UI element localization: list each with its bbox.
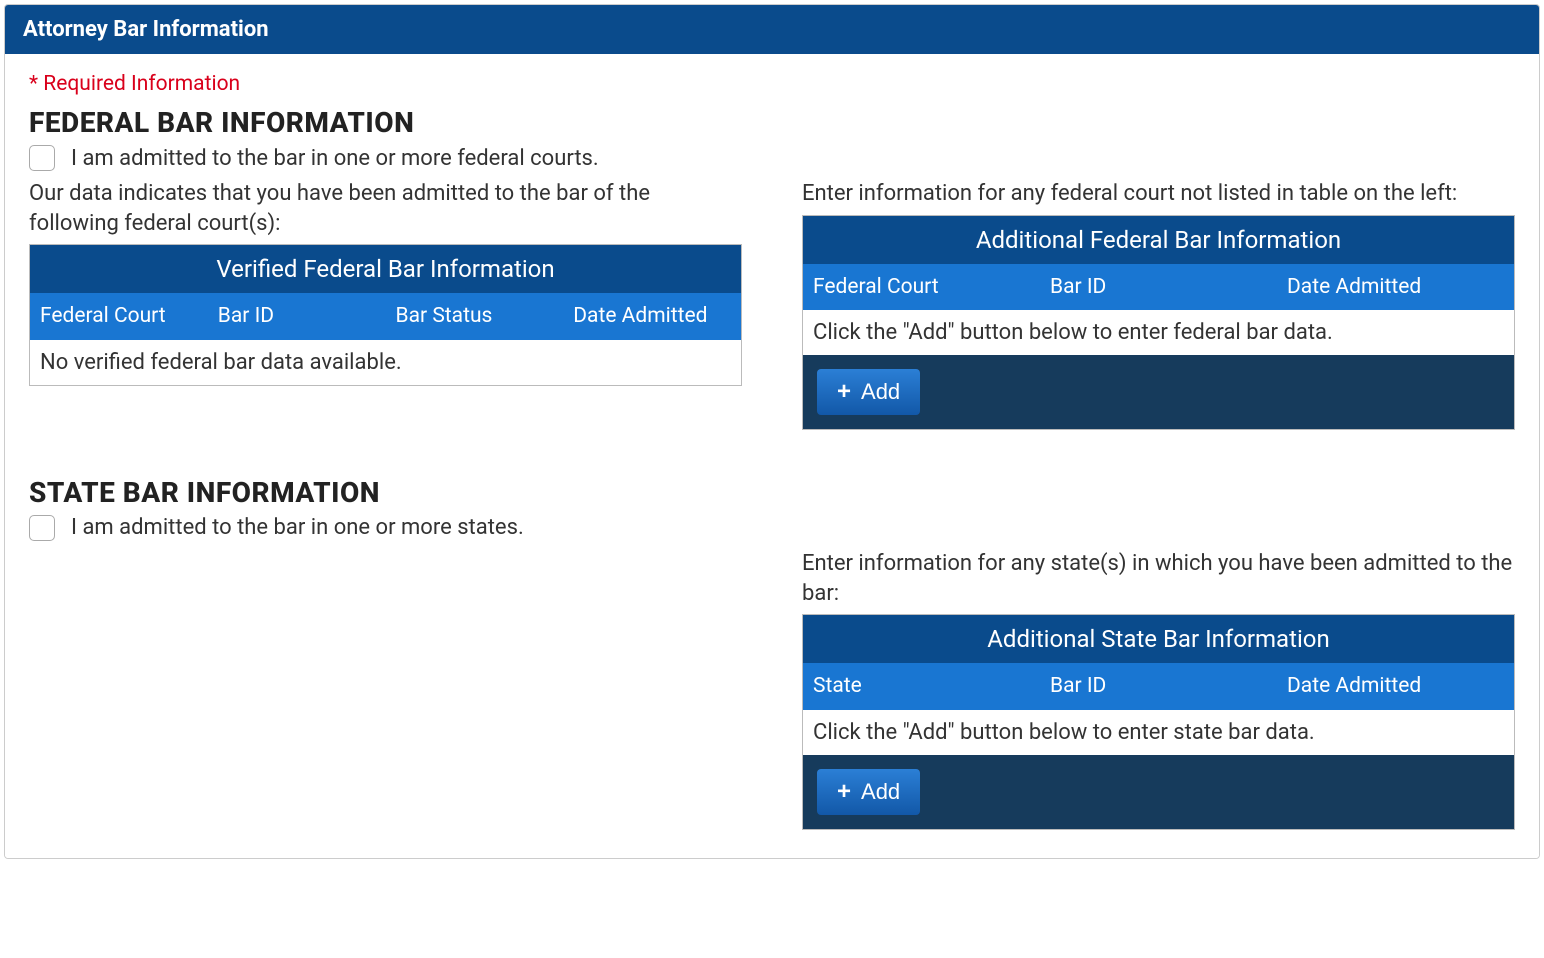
additional-federal-empty: Click the "Add" button below to enter fe… <box>803 310 1514 355</box>
additional-federal-footer: + Add <box>803 355 1514 429</box>
add-federal-label: Add <box>861 379 900 405</box>
state-admitted-checkbox[interactable] <box>29 515 55 541</box>
federal-section-title: FEDERAL BAR INFORMATION <box>29 106 1515 139</box>
federal-columns: Our data indicates that you have been ad… <box>29 179 1515 430</box>
col-header: Date Admitted <box>1277 663 1514 709</box>
federal-left-col: Our data indicates that you have been ad… <box>29 179 742 386</box>
additional-state-footer: + Add <box>803 755 1514 829</box>
panel-title: Attorney Bar Information <box>5 5 1539 54</box>
col-header: Bar Status <box>386 293 564 339</box>
add-federal-button[interactable]: + Add <box>817 369 920 415</box>
additional-federal-table: Additional Federal Bar Information Feder… <box>802 215 1515 430</box>
col-header: Federal Court <box>803 264 1040 310</box>
verified-federal-table: Verified Federal Bar Information Federal… <box>29 244 742 385</box>
additional-state-table-headers: State Bar ID Date Admitted <box>803 663 1514 709</box>
additional-federal-table-title: Additional Federal Bar Information <box>803 216 1514 264</box>
verified-federal-table-headers: Federal Court Bar ID Bar Status Date Adm… <box>30 293 741 339</box>
col-header: Date Admitted <box>563 293 741 339</box>
state-right-intro: Enter information for any state(s) in wh… <box>802 549 1515 608</box>
col-header: Bar ID <box>1040 264 1277 310</box>
col-header: State <box>803 663 1040 709</box>
additional-state-table-title: Additional State Bar Information <box>803 615 1514 663</box>
state-checkbox-label: I am admitted to the bar in one or more … <box>71 515 524 540</box>
federal-left-intro: Our data indicates that you have been ad… <box>29 179 742 238</box>
verified-federal-empty: No verified federal bar data available. <box>30 340 741 385</box>
add-state-label: Add <box>861 779 900 805</box>
col-header: Date Admitted <box>1277 264 1514 310</box>
additional-state-empty: Click the "Add" button below to enter st… <box>803 710 1514 755</box>
col-header: Federal Court <box>30 293 208 339</box>
required-label: * Required Information <box>29 72 1515 96</box>
additional-federal-table-headers: Federal Court Bar ID Date Admitted <box>803 264 1514 310</box>
col-header: Bar ID <box>208 293 386 339</box>
federal-right-col: Enter information for any federal court … <box>802 179 1515 430</box>
state-checkbox-row: I am admitted to the bar in one or more … <box>29 515 1515 541</box>
plus-icon: + <box>837 380 851 404</box>
state-columns: Enter information for any state(s) in wh… <box>29 549 1515 830</box>
add-state-button[interactable]: + Add <box>817 769 920 815</box>
col-header: Bar ID <box>1040 663 1277 709</box>
federal-admitted-checkbox[interactable] <box>29 145 55 171</box>
federal-right-intro: Enter information for any federal court … <box>802 179 1515 209</box>
state-right-col: Enter information for any state(s) in wh… <box>802 549 1515 830</box>
verified-federal-table-title: Verified Federal Bar Information <box>30 245 741 293</box>
plus-icon: + <box>837 780 851 804</box>
federal-checkbox-label: I am admitted to the bar in one or more … <box>71 146 599 171</box>
federal-checkbox-row: I am admitted to the bar in one or more … <box>29 145 1515 171</box>
panel-body: * Required Information FEDERAL BAR INFOR… <box>5 54 1539 858</box>
state-section-title: STATE BAR INFORMATION <box>29 476 1515 509</box>
attorney-bar-panel: Attorney Bar Information * Required Info… <box>4 4 1540 859</box>
additional-state-table: Additional State Bar Information State B… <box>802 614 1515 829</box>
